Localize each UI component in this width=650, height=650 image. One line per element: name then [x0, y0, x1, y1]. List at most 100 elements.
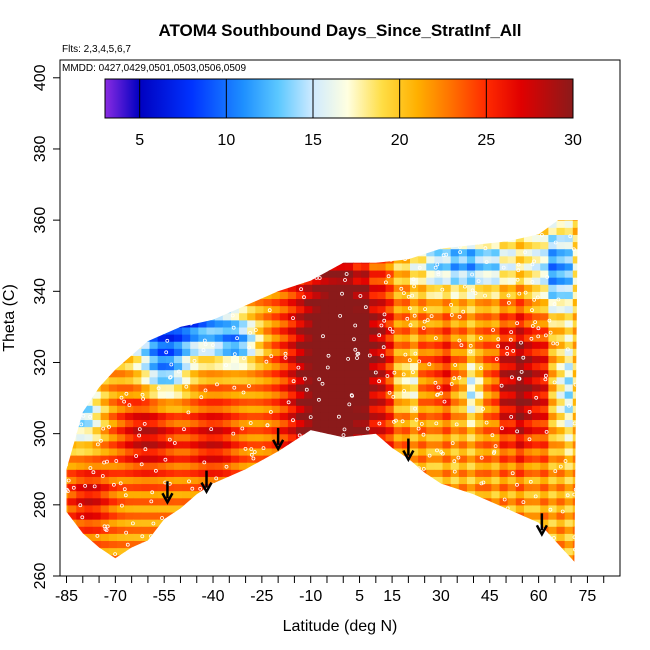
heatmap-cell — [491, 476, 501, 485]
heatmap-cell — [100, 554, 110, 562]
heatmap-cell — [296, 376, 305, 385]
heatmap-cell — [328, 412, 338, 421]
heatmap-cell — [66, 362, 69, 371]
heatmap-cell — [385, 554, 395, 562]
heatmap-cell — [100, 262, 110, 271]
heatmap-cell — [206, 561, 216, 562]
heatmap-cell — [466, 312, 476, 321]
x-tick-label: 60 — [530, 588, 548, 605]
heatmap-cell — [336, 319, 346, 328]
heatmap-cell — [369, 369, 379, 378]
heatmap-cell — [214, 355, 224, 364]
heatmap-cell — [475, 504, 484, 513]
heatmap-cell — [344, 298, 354, 307]
heatmap-cell — [369, 291, 379, 300]
heatmap-cell — [116, 234, 126, 243]
heatmap-cell — [263, 348, 273, 356]
heatmap-cell — [377, 355, 387, 364]
heatmap-cell — [214, 220, 224, 221]
sample-point — [505, 351, 510, 356]
heatmap-cell — [84, 497, 94, 506]
heatmap-cell — [66, 511, 69, 520]
heatmap-cell — [483, 369, 492, 378]
heatmap-cell — [361, 497, 370, 506]
heatmap-cell — [418, 504, 427, 513]
heatmap-cell — [222, 426, 232, 435]
heatmap-cell — [442, 341, 452, 349]
heatmap-cell — [523, 533, 533, 542]
heatmap-cell — [84, 220, 94, 228]
heatmap-cell — [442, 469, 452, 477]
heatmap-cell — [426, 355, 436, 364]
heatmap-cell — [410, 227, 419, 235]
sample-point — [383, 554, 388, 559]
heatmap-cell — [458, 334, 468, 342]
heatmap-cell — [418, 426, 427, 435]
sample-point — [203, 342, 208, 347]
sample-point — [393, 515, 398, 520]
heatmap-cell — [328, 511, 338, 520]
heatmap-cell — [247, 469, 256, 477]
sample-point — [425, 477, 430, 482]
sample-point — [560, 509, 565, 514]
heatmap-cell — [418, 561, 427, 562]
heatmap-cell — [84, 269, 94, 278]
heatmap-cell — [239, 234, 248, 243]
heatmap-cell — [157, 405, 167, 413]
sample-point — [442, 527, 447, 532]
heatmap-cell — [116, 390, 126, 399]
heatmap-cell — [328, 305, 338, 314]
heatmap-cell — [475, 369, 484, 378]
sample-point — [474, 503, 479, 508]
heatmap-cell — [450, 227, 460, 235]
sample-point — [231, 325, 236, 330]
heatmap-cell — [572, 298, 578, 307]
heatmap-cell — [344, 341, 354, 349]
heatmap-cell — [165, 533, 175, 542]
sample-point — [449, 313, 454, 317]
heatmap-cell — [393, 319, 403, 328]
heatmap-cell — [108, 248, 118, 257]
sample-point — [249, 452, 254, 457]
heatmap-cell — [515, 405, 525, 413]
heatmap-cell — [255, 269, 265, 278]
heatmap-cell — [556, 390, 566, 399]
heatmap-cell — [466, 462, 476, 470]
heatmap-cell — [410, 540, 419, 549]
heatmap-cell — [279, 326, 289, 335]
heatmap-cell — [418, 277, 427, 285]
heatmap-cell — [344, 291, 354, 300]
heatmap-cell — [182, 227, 191, 235]
heatmap-cell — [304, 241, 313, 250]
heatmap-cell — [410, 269, 419, 278]
heatmap-cell — [336, 447, 346, 456]
heatmap-cell — [401, 326, 411, 335]
heatmap-cell — [255, 455, 265, 463]
heatmap-cell — [491, 455, 501, 463]
colorbar-tick-label: 20 — [391, 132, 409, 149]
sample-point — [548, 330, 553, 335]
heatmap-cell — [385, 255, 395, 264]
heatmap-cell — [385, 262, 395, 271]
heatmap-cell — [507, 419, 517, 428]
heatmap-cell — [66, 561, 69, 562]
heatmap-cell — [450, 284, 460, 292]
heatmap-cell — [165, 341, 175, 349]
heatmap-cell — [287, 405, 297, 413]
heatmap-cell — [206, 312, 216, 321]
heatmap-cell — [100, 355, 110, 364]
sample-point — [237, 270, 242, 275]
heatmap-cell — [556, 554, 566, 562]
sample-point — [439, 391, 444, 396]
sample-point — [368, 527, 373, 531]
heatmap-cell — [100, 490, 110, 499]
heatmap-cell — [523, 220, 533, 221]
sample-point — [424, 238, 429, 243]
heatmap-cell — [279, 426, 289, 435]
heatmap-cell — [393, 440, 403, 449]
heatmap-cell — [92, 419, 102, 428]
heatmap-cell — [353, 390, 362, 399]
heatmap-cell — [239, 547, 248, 556]
heatmap-cell — [344, 412, 354, 421]
heatmap-cell — [84, 433, 94, 442]
